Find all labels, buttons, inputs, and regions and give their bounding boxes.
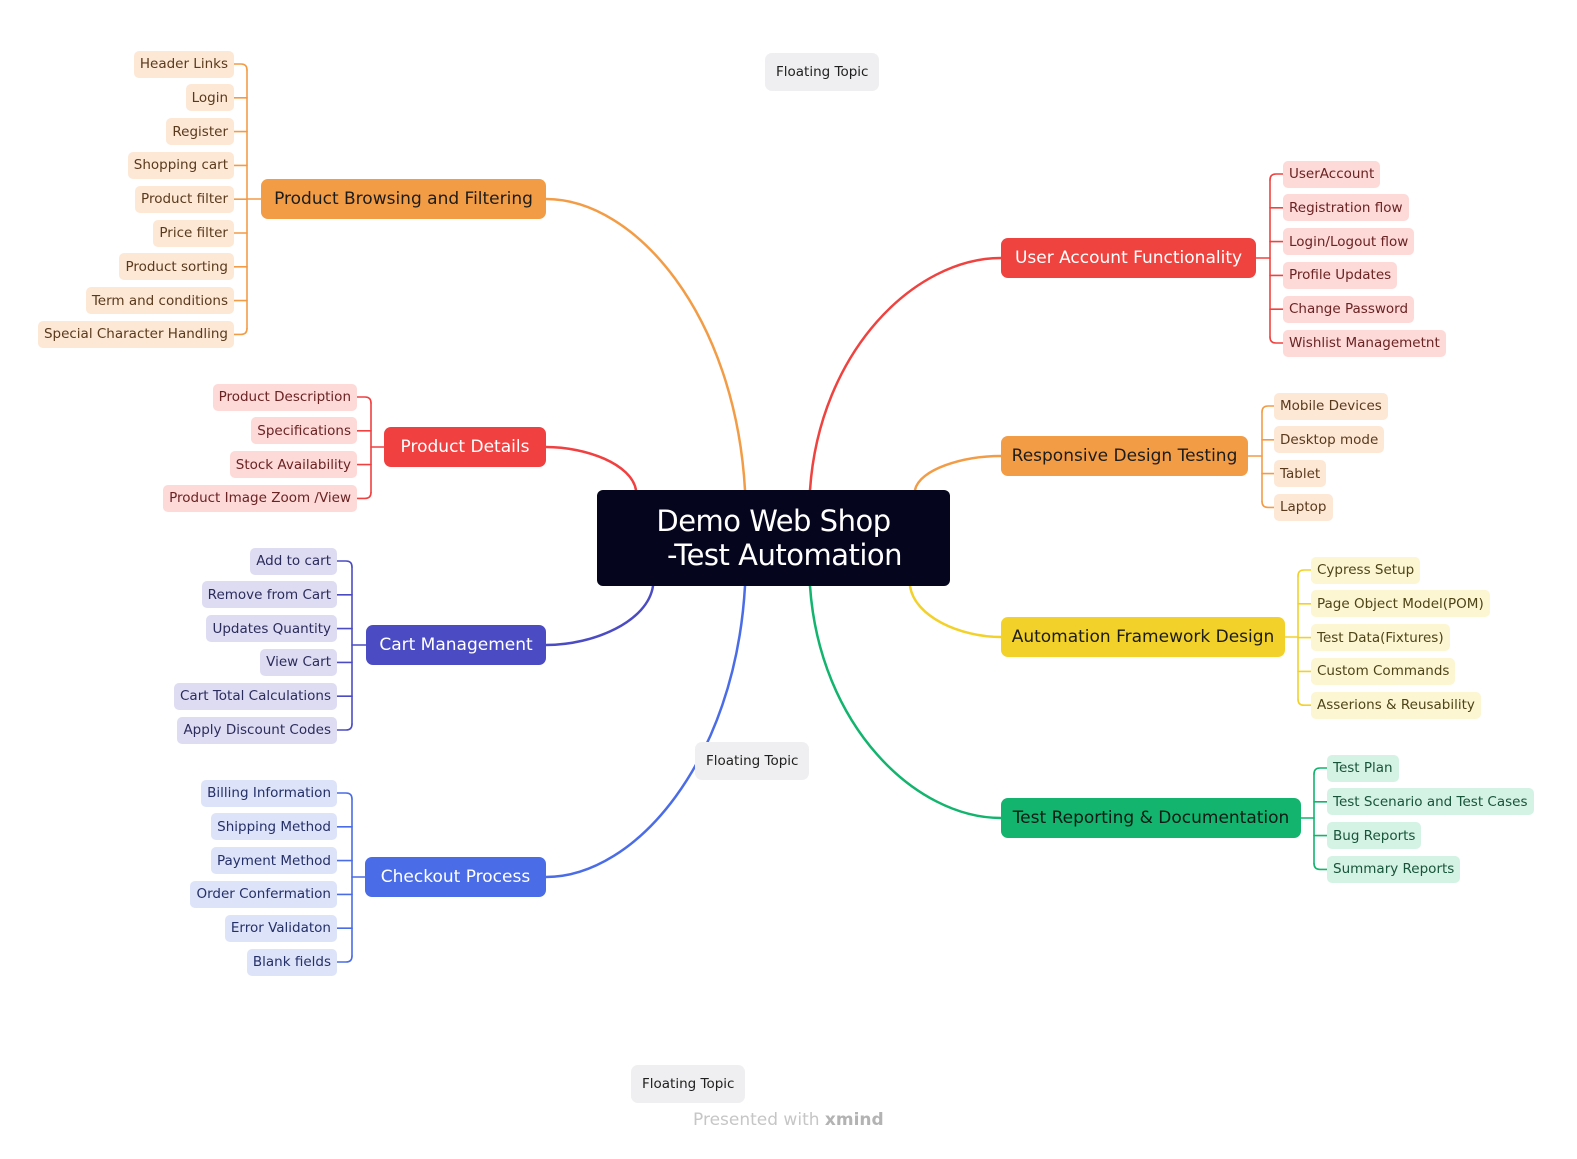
subtopic-cart[interactable]: Cart Total Calculations <box>174 682 337 710</box>
main-topic-cart[interactable]: Cart Management <box>366 625 546 665</box>
subtopic-responsive[interactable]: Desktop mode <box>1274 426 1385 454</box>
subtopic-reporting[interactable]: Test Scenario and Test Cases <box>1327 788 1534 816</box>
subtopic-account[interactable]: Wishlist Managemetnt <box>1283 329 1446 357</box>
central-topic[interactable]: Demo Web Shop -Test Automation <box>597 490 950 586</box>
connector-account <box>808 256 1003 492</box>
subtopic-checkout[interactable]: Order Confermation <box>190 880 337 908</box>
subtopic-browsing[interactable]: Header Links <box>133 50 234 78</box>
subtopic-browsing[interactable]: Product sorting <box>119 253 234 281</box>
xmind-logo: xmind <box>824 1110 884 1130</box>
subtopic-checkout[interactable]: Payment Method <box>210 847 337 875</box>
bracket-tick-cart <box>336 560 353 568</box>
subtopic-cart[interactable]: View Cart <box>260 648 337 676</box>
subtopic-browsing[interactable]: Product filter <box>135 185 234 213</box>
bracket-tick-cart <box>336 723 353 731</box>
subtopic-checkout[interactable]: Blank fields <box>246 948 337 976</box>
footer-credit: Presented with xmind <box>693 1110 884 1130</box>
subtopic-account[interactable]: Registration flow <box>1283 194 1409 222</box>
bracket-tick-browsing <box>233 327 248 336</box>
central-topic-line2: -Test Automation <box>666 538 903 572</box>
subtopic-browsing[interactable]: Shopping cart <box>127 151 234 179</box>
subtopic-account[interactable]: Change Password <box>1283 295 1415 323</box>
bracket-tick-checkout <box>336 955 353 963</box>
floating-topic[interactable]: Floating Topic <box>631 1065 746 1103</box>
subtopic-browsing[interactable]: Special Character Handling <box>37 320 234 348</box>
connector-responsive <box>913 454 1003 492</box>
subtopic-checkout[interactable]: Error Validaton <box>224 914 337 942</box>
subtopic-details[interactable]: Product Image Zoom /View <box>163 484 357 512</box>
subtopic-browsing[interactable]: Price filter <box>153 219 234 247</box>
subtopic-account[interactable]: Login/Logout flow <box>1283 228 1415 256</box>
subtopic-responsive[interactable]: Mobile Devices <box>1274 392 1388 420</box>
bracket-tick-responsive <box>1261 405 1275 413</box>
subtopic-framework[interactable]: Custom Commands <box>1311 657 1456 685</box>
central-topic-line1: Demo Web Shop <box>656 504 891 538</box>
subtopic-reporting[interactable]: Bug Reports <box>1327 822 1422 850</box>
connector-cart <box>544 584 655 647</box>
connector-browsing <box>544 197 747 492</box>
bracket-tick-account <box>1269 336 1284 344</box>
connector-details <box>544 445 638 492</box>
main-topic-framework[interactable]: Automation Framework Design <box>1001 617 1285 657</box>
bracket-tick-details <box>356 491 372 500</box>
bracket-tick-account <box>1269 173 1284 181</box>
main-topic-account[interactable]: User Account Functionality <box>1001 238 1256 278</box>
subtopic-browsing[interactable]: Login <box>185 84 234 112</box>
subtopic-cart[interactable]: Updates Quantity <box>206 615 337 643</box>
subtopic-cart[interactable]: Remove from Cart <box>201 581 337 609</box>
bracket-tick-browsing <box>233 63 248 71</box>
subtopic-reporting[interactable]: Test Plan <box>1327 754 1399 782</box>
connector-checkout <box>544 584 747 879</box>
bracket-tick-reporting <box>1313 767 1328 775</box>
subtopic-cart[interactable]: Add to cart <box>250 547 337 575</box>
subtopic-account[interactable]: Profile Updates <box>1283 261 1398 289</box>
bracket-tick-checkout <box>336 792 353 800</box>
bracket-tick-responsive <box>1261 500 1275 509</box>
bracket-tick-framework <box>1297 698 1312 706</box>
subtopic-browsing[interactable]: Term and conditions <box>85 287 234 315</box>
bracket-tick-reporting <box>1313 862 1328 871</box>
subtopic-browsing[interactable]: Register <box>166 118 234 146</box>
bracket-tick-details <box>356 396 372 404</box>
floating-topic[interactable]: Floating Topic <box>765 53 880 91</box>
subtopic-account[interactable]: UserAccount <box>1283 160 1381 188</box>
subtopic-responsive[interactable]: Tablet <box>1274 460 1327 488</box>
subtopic-details[interactable]: Specifications <box>251 417 357 445</box>
subtopic-checkout[interactable]: Billing Information <box>201 779 337 807</box>
subtopic-cart[interactable]: Apply Discount Codes <box>177 716 337 744</box>
subtopic-framework[interactable]: Cypress Setup <box>1311 556 1421 584</box>
subtopic-framework[interactable]: Page Object Model(POM) <box>1311 590 1490 618</box>
connector-framework <box>908 584 1003 639</box>
subtopic-details[interactable]: Stock Availability <box>229 451 357 479</box>
main-topic-reporting[interactable]: Test Reporting & Documentation <box>1001 798 1301 838</box>
subtopic-reporting[interactable]: Summary Reports <box>1327 855 1461 883</box>
main-topic-browsing[interactable]: Product Browsing and Filtering <box>261 179 546 219</box>
floating-topic[interactable]: Floating Topic <box>695 742 810 780</box>
footer-prefix: Presented with <box>693 1110 820 1130</box>
subtopic-framework[interactable]: Asserions & Reusability <box>1311 691 1481 719</box>
subtopic-details[interactable]: Product Description <box>212 383 357 411</box>
connector-reporting <box>808 584 1003 820</box>
subtopic-responsive[interactable]: Laptop <box>1274 493 1333 521</box>
main-topic-responsive[interactable]: Responsive Design Testing <box>1001 436 1248 476</box>
subtopic-checkout[interactable]: Shipping Method <box>211 813 337 841</box>
subtopic-framework[interactable]: Test Data(Fixtures) <box>1311 624 1450 652</box>
bracket-tick-framework <box>1297 569 1312 577</box>
main-topic-details[interactable]: Product Details <box>384 427 546 467</box>
main-topic-checkout[interactable]: Checkout Process <box>365 857 546 897</box>
